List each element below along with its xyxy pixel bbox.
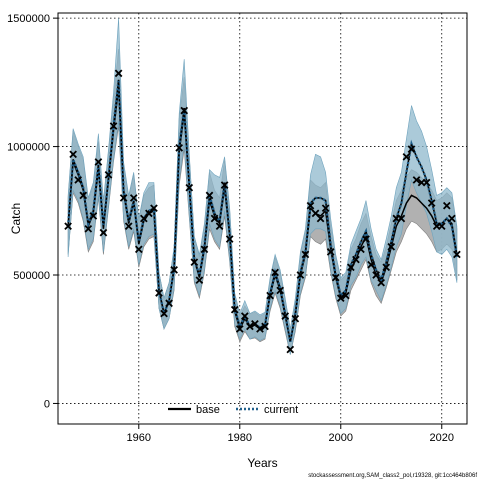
- observed-point-1979: [230, 305, 239, 314]
- legend-label-current: current: [264, 404, 298, 416]
- observed-point-2020: [437, 222, 446, 231]
- observed-point-1950: [84, 224, 93, 233]
- observed-point-1977: [220, 181, 229, 189]
- observed-point-1957: [119, 194, 128, 202]
- observed-point-1975: [210, 214, 219, 223]
- observed-point-2008: [377, 278, 385, 287]
- observed-point-1999: [331, 273, 340, 282]
- observed-point-2000: [336, 294, 345, 302]
- x-tick-label-2: 2000: [329, 432, 353, 444]
- observed-point-1988: [276, 286, 285, 295]
- observed-point-1998: [326, 248, 335, 256]
- observed-point-1974: [205, 191, 214, 200]
- footer-caption: stockassessment.org,SAM_class2_pol,r1932…: [308, 473, 477, 479]
- legend-label-base: base: [196, 404, 220, 416]
- observed-point-1966: [165, 299, 173, 308]
- observed-point-2021: [442, 201, 451, 210]
- y-tick-label-2: 1000000: [7, 142, 50, 154]
- observed-point-2023: [453, 250, 461, 259]
- observed-point-1968: [175, 144, 184, 152]
- legend: base current: [168, 404, 298, 416]
- x-axis-title: Years: [247, 456, 277, 470]
- observed-point-1948: [74, 176, 83, 184]
- observed-point-1972: [195, 276, 204, 284]
- confidence-bands: [67, 18, 458, 355]
- observed-point-1976: [215, 222, 224, 231]
- observed-point-1991: [291, 314, 300, 323]
- x-tick-label-3: 2020: [430, 432, 454, 444]
- observed-point-1952: [94, 158, 103, 166]
- observed-point-2006: [367, 260, 375, 269]
- observed-point-1990: [286, 345, 295, 354]
- current-band: [67, 18, 458, 355]
- y-tick-label-0: 0: [44, 398, 50, 410]
- plot-frame: [57, 12, 468, 425]
- observed-point-1984: [256, 325, 264, 333]
- observed-point-1985: [261, 322, 269, 331]
- observed-point-1970: [185, 183, 194, 192]
- observed-point-1994: [306, 201, 315, 210]
- estimate-lines: [66, 79, 459, 343]
- observed-point-1996: [316, 214, 325, 223]
- observed-point-1960: [134, 245, 143, 254]
- observed-point-1959: [129, 194, 138, 202]
- observed-point-1965: [160, 309, 168, 318]
- observed-point-2010: [387, 242, 396, 251]
- observed-point-1973: [200, 245, 209, 254]
- observed-point-2001: [341, 291, 350, 300]
- y-tick-label-1: 500000: [13, 270, 50, 282]
- observed-point-1956: [114, 69, 123, 78]
- observed-point-2007: [372, 271, 380, 279]
- observed-point-1964: [155, 289, 163, 297]
- current-line-overlay: [67, 79, 458, 342]
- observed-point-2017: [422, 178, 431, 187]
- observed-point-1955: [109, 122, 118, 130]
- observed-point-2022: [448, 214, 456, 223]
- observed-point-1963: [150, 204, 158, 213]
- observed-point-2004: [357, 245, 365, 254]
- observed-point-1993: [301, 250, 310, 259]
- y-axis: 0 500000 1000000 1500000: [7, 13, 58, 410]
- observed-point-2013: [402, 153, 411, 161]
- current-line: [66, 79, 459, 343]
- observed-point-1969: [180, 106, 189, 115]
- legend-entry-base: base: [168, 404, 220, 416]
- observed-point-1987: [271, 268, 279, 277]
- observed-point-1978: [225, 235, 234, 243]
- y-axis-title: Catch: [9, 203, 23, 234]
- observed-point-1997: [321, 204, 330, 213]
- observed-point-1992: [296, 271, 305, 279]
- observed-point-1947: [69, 150, 77, 159]
- observed-point-2002: [347, 263, 355, 272]
- x-tick-label-1: 1980: [228, 432, 252, 444]
- observed-point-2014: [407, 145, 416, 153]
- observed-point-1986: [266, 291, 274, 300]
- observed-point-2015: [412, 176, 421, 184]
- observed-point-2005: [362, 235, 370, 243]
- observed-point-1967: [170, 266, 178, 274]
- observed-point-1954: [104, 170, 113, 179]
- observed-point-2018: [427, 199, 436, 207]
- observed-markers: [64, 69, 461, 354]
- x-tick-label-0: 1960: [127, 432, 151, 444]
- observed-point-1971: [190, 258, 199, 267]
- observed-point-1958: [124, 222, 133, 231]
- observed-point-1951: [89, 212, 98, 220]
- legend-entry-current: current: [236, 404, 298, 416]
- observed-point-2012: [397, 214, 406, 223]
- observed-point-1981: [240, 312, 249, 320]
- observed-point-1953: [99, 228, 108, 237]
- y-tick-label-3: 1500000: [7, 13, 50, 25]
- observed-point-1980: [235, 325, 244, 333]
- observed-point-1946: [64, 222, 72, 231]
- observed-point-1989: [281, 312, 290, 320]
- observed-point-1949: [79, 191, 88, 200]
- x-axis: 1960 1980 2000 2020: [127, 424, 454, 444]
- observed-point-2003: [352, 255, 360, 264]
- observed-point-2009: [382, 263, 391, 272]
- observed-point-1982: [246, 322, 254, 331]
